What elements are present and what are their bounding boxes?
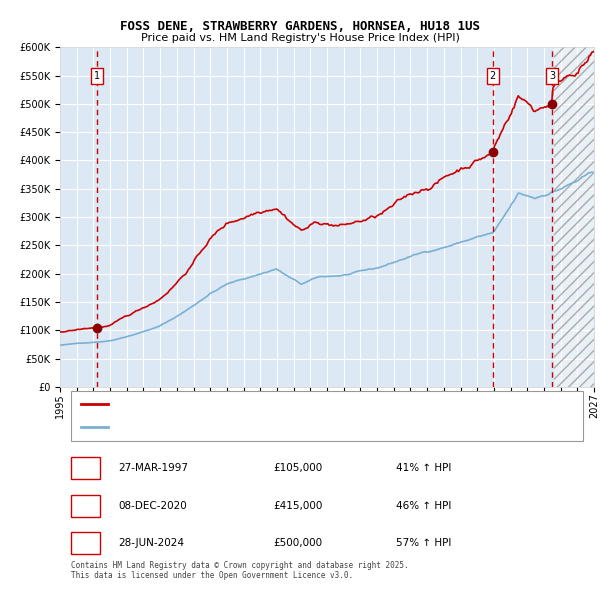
Text: Price paid vs. HM Land Registry's House Price Index (HPI): Price paid vs. HM Land Registry's House … [140,34,460,43]
Text: £415,000: £415,000 [274,500,323,510]
Text: £500,000: £500,000 [274,538,323,548]
FancyBboxPatch shape [71,532,100,554]
Text: 3: 3 [549,71,555,81]
Text: £105,000: £105,000 [274,463,323,473]
Text: 2: 2 [82,500,89,510]
Bar [554,47,594,387]
Text: 2: 2 [490,71,496,81]
Text: 57% ↑ HPI: 57% ↑ HPI [397,538,452,548]
Text: 27-MAR-1997: 27-MAR-1997 [119,463,189,473]
FancyBboxPatch shape [71,391,583,441]
Text: FOSS DENE, STRAWBERRY GARDENS, HORNSEA, HU18 1US (detached house): FOSS DENE, STRAWBERRY GARDENS, HORNSEA, … [119,400,467,409]
Text: 46% ↑ HPI: 46% ↑ HPI [397,500,452,510]
Text: 1: 1 [82,463,89,473]
FancyBboxPatch shape [71,494,100,517]
Text: Contains HM Land Registry data © Crown copyright and database right 2025.
This d: Contains HM Land Registry data © Crown c… [71,561,409,580]
FancyBboxPatch shape [71,457,100,479]
Text: 3: 3 [82,538,89,548]
Text: 41% ↑ HPI: 41% ↑ HPI [397,463,452,473]
Bar [554,47,594,387]
Text: 1: 1 [94,71,100,81]
Text: HPI: Average price, detached house, East Riding of Yorkshire: HPI: Average price, detached house, East… [119,422,392,432]
Text: 28-JUN-2024: 28-JUN-2024 [119,538,185,548]
Text: FOSS DENE, STRAWBERRY GARDENS, HORNSEA, HU18 1US: FOSS DENE, STRAWBERRY GARDENS, HORNSEA, … [120,20,480,33]
Text: 08-DEC-2020: 08-DEC-2020 [119,500,187,510]
